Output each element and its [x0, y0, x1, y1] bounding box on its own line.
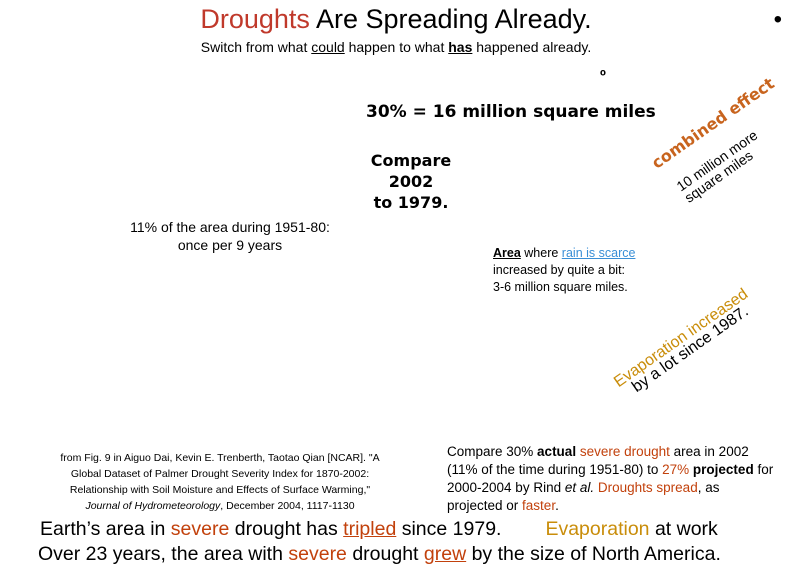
title-droughts-word: Droughts — [200, 4, 310, 34]
bottom-text: at work — [649, 518, 718, 540]
rain-note-area: Area — [493, 246, 521, 260]
bottom-text: Earth’s area in — [40, 518, 171, 540]
citation-line-1: from Fig. 9 in Aiguo Dai, Kevin E. Trenb… — [60, 452, 380, 464]
comparison-severe-drought: severe drought — [579, 444, 670, 459]
bottom-text: by the size of North America. — [466, 543, 721, 565]
comparison-text: area in 2002 (11% of the time during 195… — [447, 444, 749, 477]
bottom-severe: severe — [288, 543, 347, 565]
comparison-projected: projected — [692, 462, 754, 477]
evaporation-label: Evaporation increased — [611, 285, 752, 391]
comparison-text: Compare 30% — [447, 444, 538, 459]
rain-note-text: where — [520, 246, 562, 260]
title-rest: Are Spreading Already. — [309, 4, 592, 34]
comparison-faster: faster — [522, 498, 556, 513]
bottom-grew: grew — [423, 543, 467, 565]
subtitle-text: Switch from what — [200, 39, 312, 55]
rain-note-line-2: increased by quite a bit: — [493, 263, 626, 277]
compare-line-1: Compare 2002 — [370, 151, 452, 191]
subtitle-has: has — [448, 39, 473, 55]
compare-years: Compare 2002 to 1979. — [346, 150, 476, 213]
bottom-text: Over 23 years, the area with — [38, 543, 289, 565]
citation: from Fig. 9 in Aiguo Dai, Kevin E. Trenb… — [30, 450, 410, 514]
rain-scarce-note: Area where rain is scarce increased by q… — [493, 245, 635, 296]
area-1951-80-note: 11% of the area during 1951-80: once per… — [100, 218, 360, 254]
stat-30-percent: 30% = 16 million square miles — [366, 102, 656, 122]
bottom-line-1: Earth’s area in severe drought has tripl… — [40, 518, 718, 541]
citation-line-2: Global Dataset of Palmer Drought Severit… — [70, 468, 370, 480]
bottom-text: drought has — [229, 518, 344, 540]
bottom-severe: severe — [170, 518, 230, 540]
bottom-line-2: Over 23 years, the area with severe drou… — [38, 543, 721, 566]
bottom-text: since 1979. — [396, 518, 502, 540]
comparison-text: . — [555, 498, 559, 513]
subtitle-could: could — [311, 39, 345, 55]
comparison-actual: actual — [537, 444, 577, 459]
bottom-tripled: tripled — [343, 518, 397, 540]
area-note-line-1: 11% of the area during 1951-80: — [130, 219, 330, 235]
comparison-droughts-spread: Droughts spread — [597, 480, 698, 495]
bottom-text: drought — [346, 543, 424, 565]
citation-journal: Journal of Hydrometeorology — [85, 500, 221, 512]
bullet-marker: • — [773, 6, 782, 33]
citation-line-3: Relationship with Soil Moisture and Effe… — [69, 484, 371, 496]
degree-mark: º — [600, 68, 606, 85]
citation-line-4: , December 2004, 1117-1130 — [220, 500, 355, 512]
comparison-text: for 2000-2004 by Rind — [447, 462, 774, 495]
area-note-line-2: once per 9 years — [177, 237, 283, 253]
rain-note-line-3: 3-6 million square miles. — [493, 280, 628, 294]
subtitle: Switch from what could happen to what ha… — [0, 39, 792, 55]
comparison-27-percent: 27% — [662, 462, 690, 477]
comparison-note: Compare 30% actual severe drought area i… — [447, 443, 777, 515]
page-title: Droughts Are Spreading Already. — [0, 4, 792, 35]
bottom-evaporation: Evaporation — [545, 518, 650, 540]
subtitle-text: happened already. — [472, 39, 592, 55]
compare-line-2: to 1979. — [373, 193, 449, 212]
comparison-et-al: et al. — [564, 480, 595, 495]
subtitle-text: happen to what — [344, 39, 449, 55]
rain-scarce-link[interactable]: rain is scarce — [561, 246, 636, 260]
comparison-text: , as projected or — [447, 480, 720, 513]
